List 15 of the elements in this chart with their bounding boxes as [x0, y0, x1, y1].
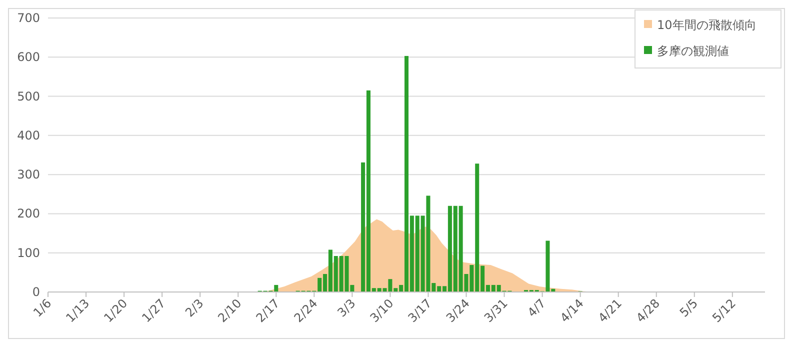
y-tick-label: 200	[17, 206, 40, 221]
y-tick-label: 100	[17, 246, 40, 260]
x-tick-label: 5/5	[676, 296, 701, 320]
y-tick-label: 700	[17, 11, 40, 25]
x-tick-label: 2/3	[182, 296, 206, 320]
x-tick-label: 1/6	[30, 296, 54, 320]
x-tick-label: 4/7	[524, 296, 548, 320]
y-tick-label: 600	[17, 50, 40, 64]
legend-label: 10年間の飛散傾向	[657, 18, 756, 32]
y-tick-label: 400	[17, 128, 40, 142]
y-tick-label: 300	[17, 168, 40, 182]
y-tick-label: 500	[17, 89, 40, 104]
x-tick-label: 3/3	[334, 296, 358, 320]
y-tick-label: 0	[32, 285, 40, 299]
legend-label: 多摩の観測値	[657, 44, 729, 58]
